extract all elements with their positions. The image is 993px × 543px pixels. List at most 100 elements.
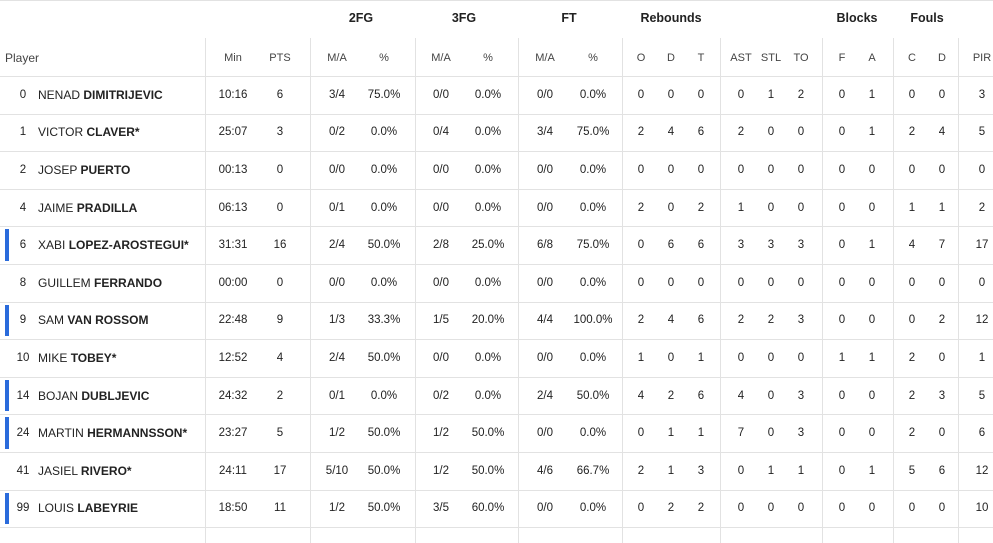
first-name: JOSEP xyxy=(38,163,78,177)
stat-cell: 0.0% xyxy=(474,389,502,402)
stat-cell: 0 xyxy=(767,427,775,440)
column-header: STL xyxy=(760,52,782,64)
stat-cell: 2 xyxy=(637,314,645,327)
stat-cell: 0 xyxy=(838,126,846,139)
stat-cell: 1 xyxy=(697,427,705,440)
stat-cell: 4 xyxy=(637,389,645,402)
first-name: NENAD xyxy=(38,87,81,102)
stat-cell: 5 xyxy=(908,464,916,477)
stat-cell: 3 xyxy=(276,126,284,139)
stat-cell: 0 xyxy=(737,276,745,289)
top-border xyxy=(0,0,993,1)
stat-cell: 0 xyxy=(938,352,946,364)
stat-cell: 2 xyxy=(908,389,916,402)
stat-cell: 3 xyxy=(938,389,946,402)
stat-cell: 1 xyxy=(667,464,675,477)
stat-cell: 0 xyxy=(838,239,846,252)
stat-cell: 1/3 xyxy=(329,314,345,327)
stat-cell: 66.7% xyxy=(576,464,610,477)
stat-cell: 0 xyxy=(838,276,846,289)
row-divider xyxy=(0,527,993,529)
column-header: Min xyxy=(224,52,242,64)
stat-cell: 0 xyxy=(797,201,805,214)
stat-cell: 0 xyxy=(978,164,986,176)
stat-cell: 0 xyxy=(667,88,675,101)
stat-cell: 22:48 xyxy=(218,314,248,327)
column-header: TO xyxy=(793,52,809,64)
player-number: 9 xyxy=(19,314,27,327)
stat-cell: 24:11 xyxy=(219,464,247,477)
column-divider xyxy=(205,38,206,543)
stat-cell: 0 xyxy=(276,276,284,289)
column-header: % xyxy=(379,52,389,64)
stat-cell: 3/4 xyxy=(329,88,345,101)
column-header: PIR xyxy=(972,52,992,64)
row-marker xyxy=(5,304,9,337)
stat-cell: 0.0% xyxy=(370,201,398,214)
stat-cell: 0 xyxy=(637,427,645,440)
stat-cell: 0.0% xyxy=(579,88,607,101)
first-name: JASIEL xyxy=(38,463,78,478)
stat-cell: 1 xyxy=(978,352,986,364)
stat-cell: 0.0% xyxy=(579,201,607,214)
stat-cell: 7 xyxy=(938,239,946,252)
stat-cell: 2 xyxy=(908,427,916,440)
stat-cell: 100.0% xyxy=(573,314,613,327)
stat-cell: 0 xyxy=(868,502,876,515)
last-name: LOPEZ-AROSTEGUI* xyxy=(68,238,189,253)
stat-cell: 6 xyxy=(697,126,705,139)
stat-cell: 0 xyxy=(767,164,775,176)
row-marker xyxy=(5,379,9,412)
stat-cell: 6 xyxy=(938,464,946,477)
stat-cell: 4 xyxy=(908,239,916,252)
stat-cell: 0 xyxy=(667,352,675,364)
player-name: NENAD DIMITRIJEVIC xyxy=(38,88,163,102)
stat-cell: 1 xyxy=(667,427,675,440)
player-name: JOSEP PUERTO xyxy=(38,163,130,177)
stat-cell: 2 xyxy=(908,352,916,364)
player-name: MIKE TOBEY* xyxy=(38,351,116,365)
stat-cell: 5 xyxy=(978,389,986,402)
stat-cell: 31:31 xyxy=(218,239,248,252)
stat-cell: 0.0% xyxy=(579,427,607,440)
stat-cell: 1 xyxy=(868,88,876,101)
stat-cell: 0 xyxy=(697,164,705,176)
group-header: Blocks xyxy=(836,11,878,25)
stat-cell: 3/5 xyxy=(433,502,449,515)
stat-cell: 0 xyxy=(737,164,745,176)
stat-cell: 0 xyxy=(737,352,745,364)
player-name: JASIEL RIVERO* xyxy=(38,464,132,478)
stat-cell: 6 xyxy=(697,239,705,252)
stat-cell: 33.3% xyxy=(367,314,401,327)
column-header: % xyxy=(483,52,493,64)
stat-cell: 4/6 xyxy=(537,464,553,477)
stat-cell: 4 xyxy=(737,389,745,402)
stat-cell: 1 xyxy=(797,464,805,477)
stat-cell: 0 xyxy=(797,502,805,515)
stat-cell: 0.0% xyxy=(474,164,502,176)
stat-cell: 50.0% xyxy=(471,464,505,477)
stat-cell: 2 xyxy=(697,201,705,214)
stat-cell: 0 xyxy=(637,239,645,252)
player-number: 99 xyxy=(16,502,30,515)
stat-cell: 0 xyxy=(637,88,645,101)
column-divider xyxy=(622,38,623,543)
stat-cell: 2 xyxy=(938,314,946,327)
stat-cell: 18:50 xyxy=(218,502,248,515)
stat-cell: 3 xyxy=(697,464,705,477)
stat-cell: 50.0% xyxy=(367,502,401,515)
stat-cell: 0 xyxy=(767,126,775,139)
stat-cell: 0 xyxy=(767,389,775,402)
stat-cell: 9 xyxy=(276,314,284,327)
stat-cell: 17 xyxy=(273,464,287,477)
stat-cell: 0 xyxy=(838,201,846,214)
stat-cell: 0 xyxy=(697,88,705,101)
group-header: Rebounds xyxy=(640,11,702,25)
stat-cell: 0 xyxy=(697,276,705,289)
stat-cell: 0 xyxy=(637,164,645,176)
last-name: DIMITRIJEVIC xyxy=(83,87,163,102)
player-number: 2 xyxy=(19,164,27,176)
stat-cell: 2 xyxy=(276,389,284,402)
stat-cell: 0.0% xyxy=(474,276,502,289)
stat-cell: 2 xyxy=(978,201,986,214)
